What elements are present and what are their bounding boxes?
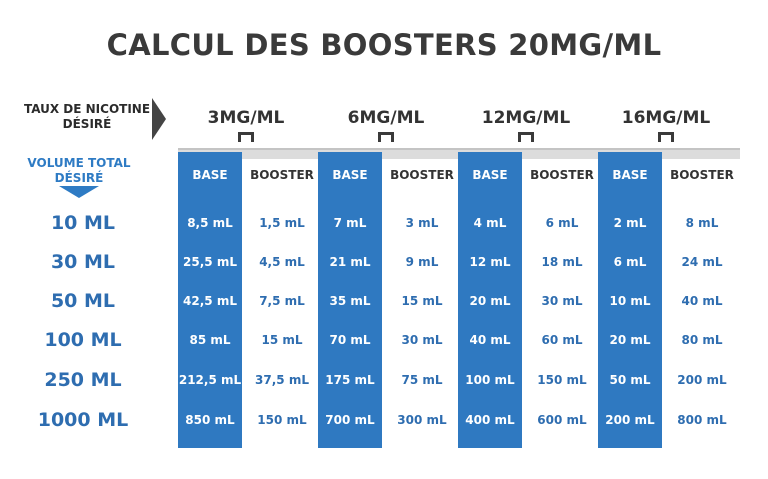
base-header: BASE	[192, 168, 228, 182]
table-cell: 15 mL	[261, 333, 303, 347]
table-cell: 15 mL	[401, 294, 443, 308]
volume-row-label: 30 ML	[50, 251, 116, 273]
booster-header: BOOSTER	[530, 168, 594, 182]
chevron-down-icon	[59, 186, 99, 198]
table-cell: 800 mL	[677, 413, 727, 427]
table-cell: 7 mL	[333, 216, 367, 230]
table-cell: 9 mL	[405, 255, 439, 269]
table-cell: 20 mL	[469, 294, 511, 308]
table-cell: 37,5 mL	[255, 373, 309, 387]
volume-row-label: 50 ML	[50, 290, 116, 312]
conc-header-12: 12MG/ML	[481, 108, 571, 128]
conc-header-6: 6MG/ML	[347, 108, 425, 128]
table-cell: 85 mL	[189, 333, 231, 347]
bracket-icon	[378, 132, 394, 142]
table-cell: 40 mL	[681, 294, 723, 308]
table-cell: 6 mL	[613, 255, 647, 269]
bracket-icon	[658, 132, 674, 142]
booster-header: BOOSTER	[670, 168, 734, 182]
table-cell: 600 mL	[537, 413, 587, 427]
table-cell: 200 mL	[677, 373, 727, 387]
table-cell: 3 mL	[405, 216, 439, 230]
page-title: CALCUL DES BOOSTERS 20MG/ML	[106, 28, 662, 62]
table-cell: 8 mL	[685, 216, 719, 230]
base-column-3	[178, 152, 242, 448]
table-cell: 35 mL	[329, 294, 371, 308]
table-cell: 700 mL	[325, 413, 375, 427]
table-cell: 20 mL	[609, 333, 651, 347]
table-cell: 30 mL	[401, 333, 443, 347]
base-column-16	[598, 152, 662, 448]
table-cell: 75 mL	[401, 373, 443, 387]
table-cell: 10 mL	[609, 294, 651, 308]
table-cell: 400 mL	[465, 413, 515, 427]
chevron-right-icon	[152, 98, 166, 140]
table-cell: 100 mL	[465, 373, 515, 387]
table-cell: 24 mL	[681, 255, 723, 269]
table-cell: 21 mL	[329, 255, 371, 269]
conc-header-16: 16MG/ML	[621, 108, 711, 128]
volume-row-label: 10 ML	[50, 212, 116, 234]
volume-label: VOLUME TOTAL DÉSIRÉ	[27, 156, 131, 185]
nicotine-label: TAUX DE NICOTINE DÉSIRÉ	[23, 102, 151, 131]
base-column-12	[458, 152, 522, 448]
table-cell: 12 mL	[469, 255, 511, 269]
table-cell: 18 mL	[541, 255, 583, 269]
table-cell: 40 mL	[469, 333, 511, 347]
table-cell: 70 mL	[329, 333, 371, 347]
base-header: BASE	[472, 168, 508, 182]
booster-header: BOOSTER	[250, 168, 314, 182]
conc-header-3: 3MG/ML	[207, 108, 285, 128]
volume-row-label: 100 ML	[44, 329, 122, 351]
booster-header: BOOSTER	[390, 168, 454, 182]
table-cell: 60 mL	[541, 333, 583, 347]
table-cell: 6 mL	[545, 216, 579, 230]
table-cell: 200 mL	[605, 413, 655, 427]
bracket-icon	[238, 132, 254, 142]
table-cell: 150 mL	[537, 373, 587, 387]
table-cell: 150 mL	[257, 413, 307, 427]
volume-row-label: 250 ML	[44, 369, 122, 391]
table-cell: 2 mL	[613, 216, 647, 230]
table-cell: 50 mL	[609, 373, 651, 387]
table-cell: 8,5 mL	[187, 216, 233, 230]
base-header: BASE	[612, 168, 648, 182]
table-cell: 25,5 mL	[183, 255, 237, 269]
table-cell: 7,5 mL	[259, 294, 305, 308]
table-cell: 175 mL	[325, 373, 375, 387]
volume-row-label: 1000 ML	[37, 409, 129, 431]
bracket-icon	[518, 132, 534, 142]
table-cell: 300 mL	[397, 413, 447, 427]
table-cell: 30 mL	[541, 294, 583, 308]
base-column-6	[318, 152, 382, 448]
table-cell: 80 mL	[681, 333, 723, 347]
table-cell: 4,5 mL	[259, 255, 305, 269]
table-cell: 850 mL	[185, 413, 235, 427]
table-cell: 1,5 mL	[259, 216, 305, 230]
table-cell: 42,5 mL	[183, 294, 237, 308]
base-header: BASE	[332, 168, 368, 182]
table-cell: 4 mL	[473, 216, 507, 230]
table-cell: 212,5 mL	[178, 373, 242, 387]
